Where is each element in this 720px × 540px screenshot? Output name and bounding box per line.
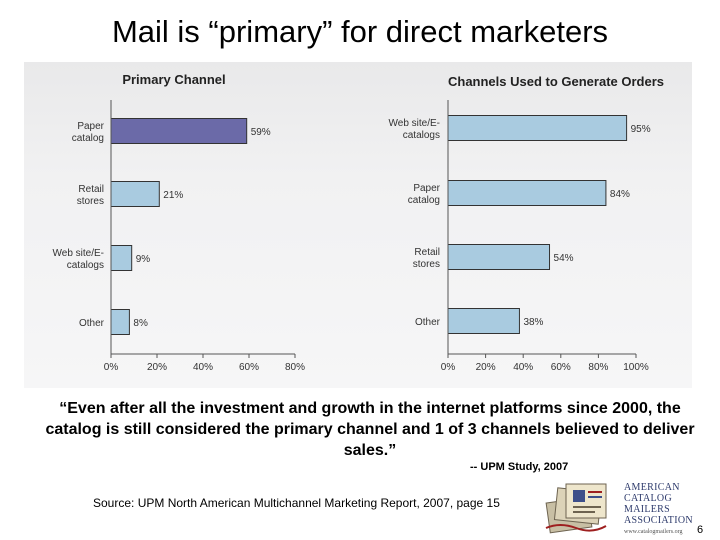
chart-2-tick-label: 0%: [441, 362, 456, 373]
chart-2-bar: [447, 115, 628, 141]
chart-panel: Primary Channel 59% Paper catalog 21% Retail s…: [24, 62, 692, 388]
chart-2-tick-label: 40%: [513, 362, 533, 373]
chart-1-bar: [110, 309, 130, 335]
chart-1-category-label: catalogs: [67, 260, 104, 271]
source-citation: Source: UPM North American Multichannel …: [93, 496, 500, 510]
chart-1-data-label: 8%: [133, 318, 148, 329]
chart-2-data-label: 95%: [631, 124, 651, 135]
chart-1-tick-label: 60%: [239, 362, 259, 373]
bar-charts: Primary Channel59%Papercatalog21%Retails…: [53, 72, 665, 373]
chart-1-data-label: 21%: [163, 190, 183, 201]
chart-2-data-label: 84%: [610, 189, 630, 200]
logo-url: www.catalogmailers.org: [624, 529, 683, 535]
chart-2-category-label: catalog: [408, 195, 440, 206]
chart-1-tick-label: 20%: [147, 362, 167, 373]
chart-2-bar: [447, 308, 520, 334]
chart-2-category-label: Paper: [413, 183, 440, 194]
chart-1-tick-label: 0%: [104, 362, 119, 373]
chart-1-category-label: Web site/E-: [53, 248, 105, 259]
chart-2-category-label: catalogs: [403, 130, 440, 141]
chart-1-tick-label: 80%: [285, 362, 305, 373]
chart-1-category-label: stores: [77, 196, 104, 207]
chart-1-category-label: Paper: [77, 121, 104, 132]
chart-2-data-label: 38%: [523, 317, 543, 328]
chart-2-bar: [447, 244, 551, 270]
chart-2-tick-label: 100%: [623, 362, 649, 373]
acma-logo: AMERICAN CATALOG MAILERS ASSOCIATION www…: [540, 478, 712, 535]
quote-attribution: -- UPM Study, 2007: [470, 461, 569, 473]
quote-text: “Even after all the investment and growt…: [45, 400, 695, 459]
chart-1-category-label: catalog: [72, 133, 104, 144]
slide-title: Mail is “primary” for direct marketers: [111, 14, 609, 49]
chart-2-category-label: stores: [413, 259, 440, 270]
chart-2-tick-label: 60%: [551, 362, 571, 373]
chart-2-category-label: Retail: [414, 247, 440, 258]
chart-2-bar: [447, 180, 607, 206]
chart-2-category-label: Other: [415, 317, 441, 328]
chart-2-data-label: 54%: [554, 253, 574, 264]
chart-2-category-label: Web site/E-: [389, 118, 441, 129]
logo-line-3: ASSOCIATION: [624, 515, 693, 526]
logo-line-1: AMERICAN: [624, 482, 680, 493]
chart-2-tick-label: 80%: [588, 362, 608, 373]
chart-2-title: Channels Used to Generate Orders: [448, 74, 664, 89]
chart-1-data-label: 59%: [251, 127, 271, 138]
chart-1-data-label: 9%: [136, 254, 151, 265]
chart-2-tick-label: 20%: [476, 362, 496, 373]
chart-1-tick-label: 40%: [193, 362, 213, 373]
chart-1-category-label: Other: [79, 318, 105, 329]
chart-1-title: Primary Channel: [122, 72, 225, 87]
chart-1-bar: [110, 245, 133, 271]
chart-1-category-label: Retail: [78, 184, 104, 195]
chart-1-bar: [110, 181, 160, 207]
logo-line-2: CATALOG MAILERS: [624, 493, 672, 515]
catalog-stack-logo-icon: [545, 483, 607, 534]
chart-1-bar: [110, 118, 248, 144]
page-number: 6: [697, 524, 704, 536]
